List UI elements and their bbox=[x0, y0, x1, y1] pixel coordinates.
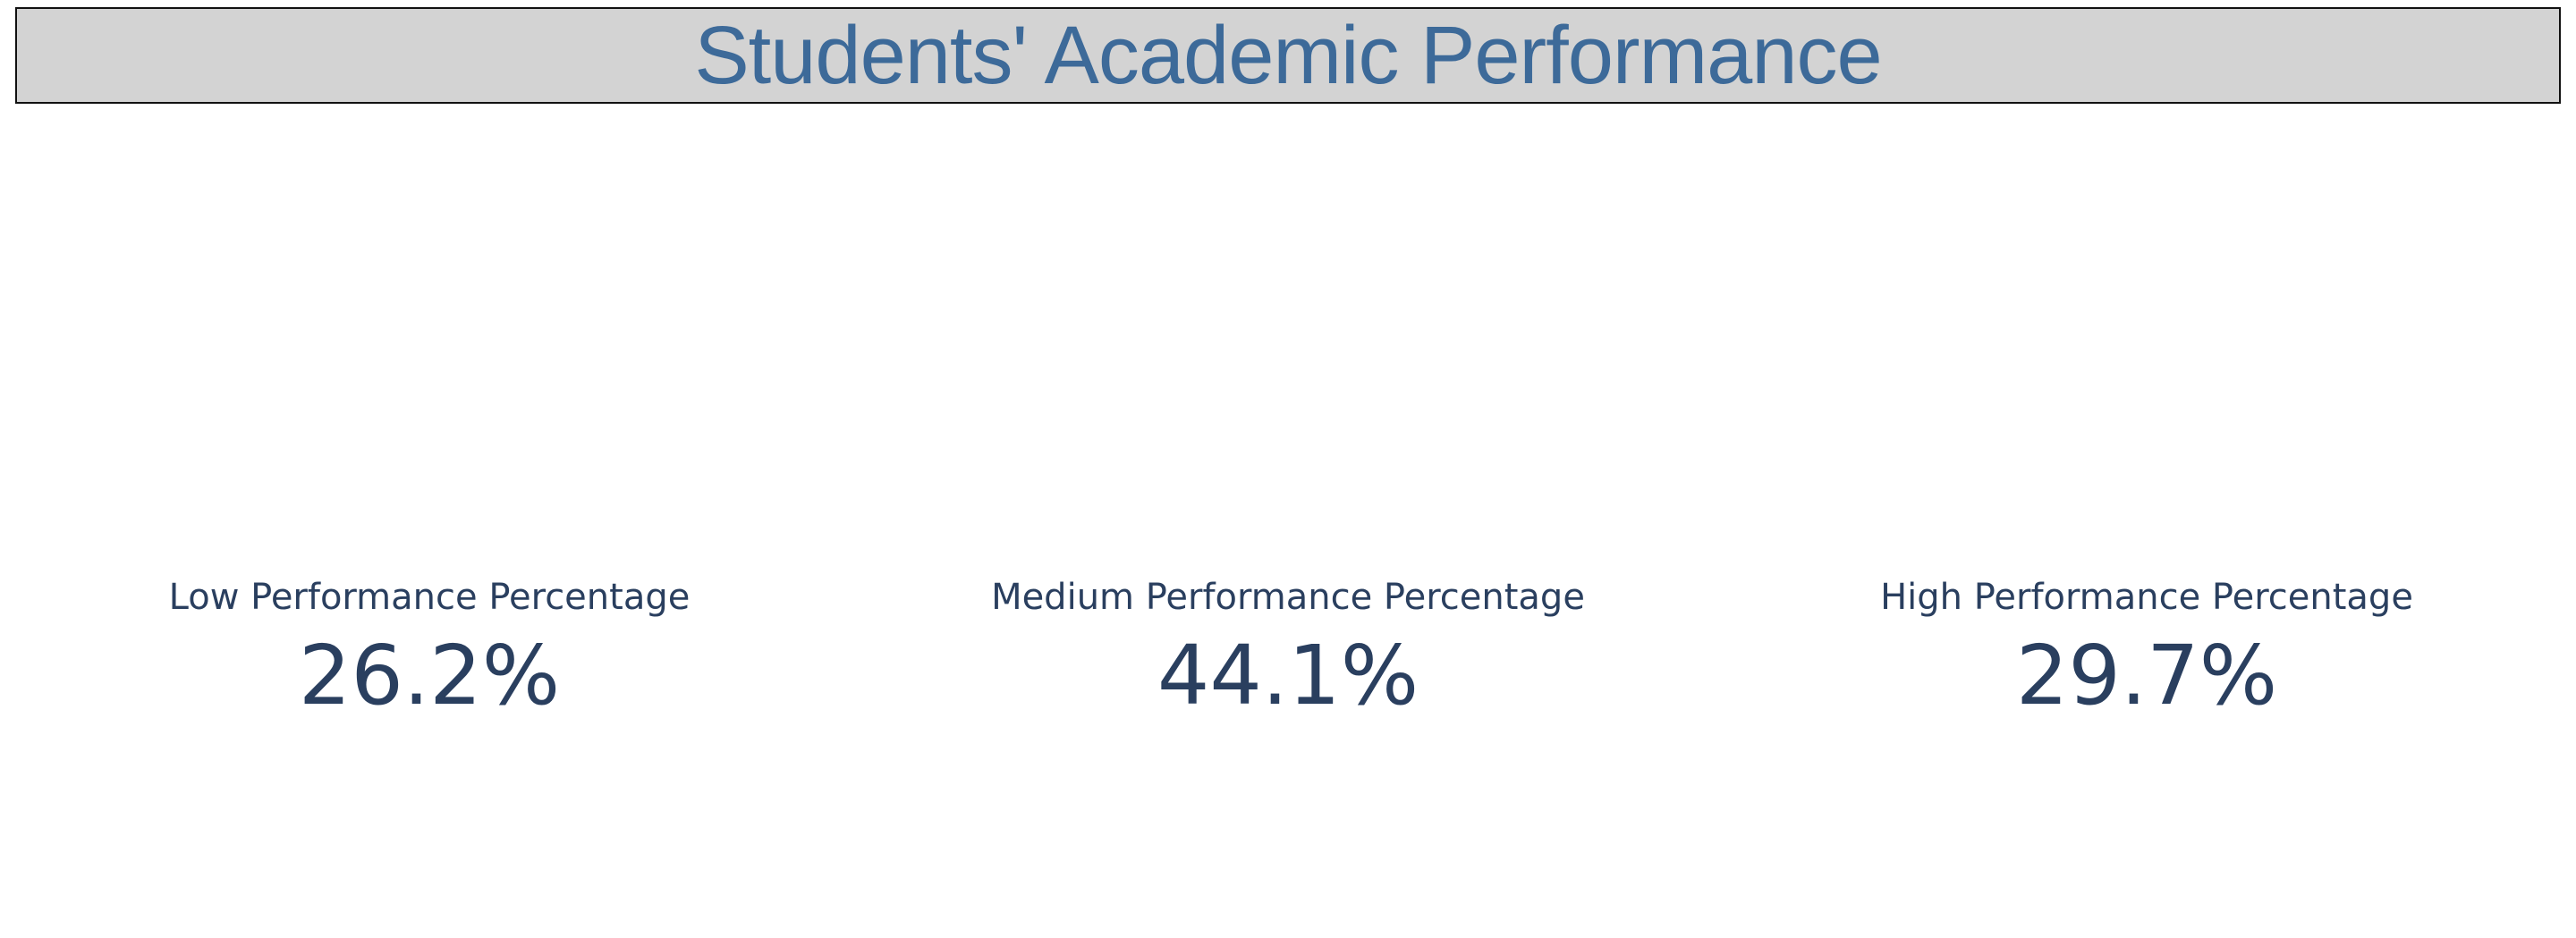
page-title: Students' Academic Performance bbox=[694, 10, 1882, 101]
indicator-value-high: 29.7% bbox=[2015, 628, 2278, 723]
indicator-low-performance: Low Performance Percentage 26.2% bbox=[0, 579, 859, 717]
indicator-high-performance: High Performance Percentage 29.7% bbox=[1717, 579, 2576, 717]
indicator-label-medium: Medium Performance Percentage bbox=[991, 577, 1585, 618]
indicator-value-low: 26.2% bbox=[298, 628, 561, 723]
title-bar: Students' Academic Performance bbox=[15, 7, 2561, 104]
indicator-medium-performance: Medium Performance Percentage 44.1% bbox=[859, 579, 1717, 717]
indicator-label-high: High Performance Percentage bbox=[1880, 577, 2413, 618]
indicator-value-medium: 44.1% bbox=[1157, 628, 1419, 723]
indicator-label-low: Low Performance Percentage bbox=[168, 577, 691, 618]
